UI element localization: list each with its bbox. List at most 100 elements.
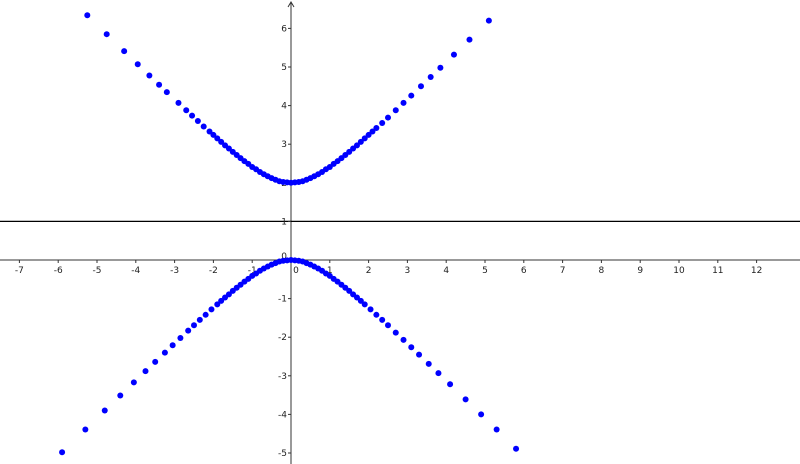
data-point — [117, 392, 124, 399]
data-point — [379, 316, 386, 323]
data-point — [185, 327, 192, 334]
x-tick-label: 0 — [293, 266, 299, 276]
data-point — [373, 311, 380, 318]
data-point — [392, 107, 399, 114]
x-tick-label: -5 — [93, 266, 102, 276]
data-point — [408, 92, 415, 99]
x-tick-label: -7 — [15, 266, 24, 276]
data-point — [214, 301, 221, 308]
data-point — [146, 72, 153, 79]
tick-labels: -7-6-5-4-3-2-101234567891011126543210-1-… — [15, 24, 762, 459]
x-tick-label: -6 — [54, 266, 63, 276]
data-point — [462, 396, 469, 403]
data-point — [103, 31, 110, 38]
data-point — [210, 131, 217, 138]
data-point — [346, 287, 353, 294]
y-tick-label: 5 — [281, 63, 287, 73]
data-point — [485, 17, 492, 24]
x-tick-label: 8 — [599, 266, 605, 276]
data-point — [156, 81, 163, 88]
x-tick-label: 5 — [482, 266, 488, 276]
data-point — [194, 118, 201, 125]
data-point — [361, 301, 368, 308]
data-point — [379, 119, 386, 126]
data-point — [82, 426, 89, 433]
data-point — [417, 83, 424, 90]
data-point — [218, 297, 225, 304]
data-point — [152, 358, 159, 365]
data-point — [134, 61, 141, 68]
data-point — [175, 99, 182, 106]
y-axis-arrow-icon — [287, 1, 295, 8]
data-point — [214, 135, 221, 142]
x-tick-label: 12 — [751, 266, 762, 276]
data-point — [200, 123, 207, 130]
y-tick-label: 0 — [281, 252, 287, 262]
x-tick-label: -4 — [131, 266, 140, 276]
data-point — [202, 311, 209, 318]
data-point — [373, 124, 380, 131]
data-point — [478, 411, 485, 418]
y-tick-label: 3 — [281, 140, 287, 150]
data-point — [385, 322, 391, 329]
data-point — [206, 128, 213, 135]
data-point — [493, 426, 500, 433]
data-point — [353, 294, 360, 301]
data-point — [450, 51, 457, 58]
data-point — [218, 138, 225, 145]
data-point — [513, 445, 520, 452]
x-tick-label: 4 — [443, 266, 449, 276]
data-point — [400, 99, 407, 106]
y-tick-label: -1 — [278, 295, 287, 305]
data-point — [400, 336, 407, 343]
data-point — [385, 114, 391, 121]
x-tick-label: 9 — [637, 266, 643, 276]
data-point — [177, 334, 184, 341]
data-point — [169, 342, 176, 349]
data-point — [357, 138, 364, 145]
data-point — [392, 329, 399, 336]
data-point — [416, 351, 423, 358]
data-point — [361, 135, 368, 142]
x-tick-label: 6 — [521, 266, 527, 276]
data-point — [130, 379, 137, 386]
x-tick-label: -3 — [170, 266, 179, 276]
y-tick-label: -4 — [278, 410, 287, 420]
data-point — [225, 291, 232, 298]
x-tick-label: 1 — [327, 266, 333, 276]
data-point — [425, 360, 432, 367]
y-tick-label: 6 — [281, 24, 287, 34]
data-point — [142, 368, 149, 375]
data-point — [101, 407, 108, 414]
x-tick-label: 10 — [673, 266, 685, 276]
data-point — [191, 322, 197, 329]
y-tick-label: -5 — [278, 449, 287, 459]
data-point — [196, 316, 203, 323]
data-point — [163, 89, 170, 96]
data-point — [59, 449, 66, 456]
data-point — [225, 145, 232, 152]
data-point — [357, 297, 364, 304]
data-point — [161, 349, 168, 356]
y-tick-label: -3 — [278, 372, 287, 382]
data-point — [437, 64, 444, 71]
data-points — [59, 12, 520, 456]
x-tick-label: 2 — [366, 266, 372, 276]
data-point — [365, 131, 372, 138]
y-tick-label: 4 — [281, 102, 287, 112]
data-point — [208, 306, 215, 313]
x-tick-label: 7 — [560, 266, 566, 276]
data-point — [183, 107, 190, 114]
x-tick-label: -1 — [248, 266, 257, 276]
data-point — [367, 306, 374, 313]
data-point — [84, 12, 91, 19]
y-tick-label: -2 — [278, 333, 287, 343]
x-tick-label: -2 — [209, 266, 218, 276]
data-point — [408, 344, 415, 351]
x-tick-label: 11 — [712, 266, 723, 276]
data-point — [121, 48, 128, 55]
data-point — [369, 128, 376, 135]
data-point — [435, 370, 442, 377]
